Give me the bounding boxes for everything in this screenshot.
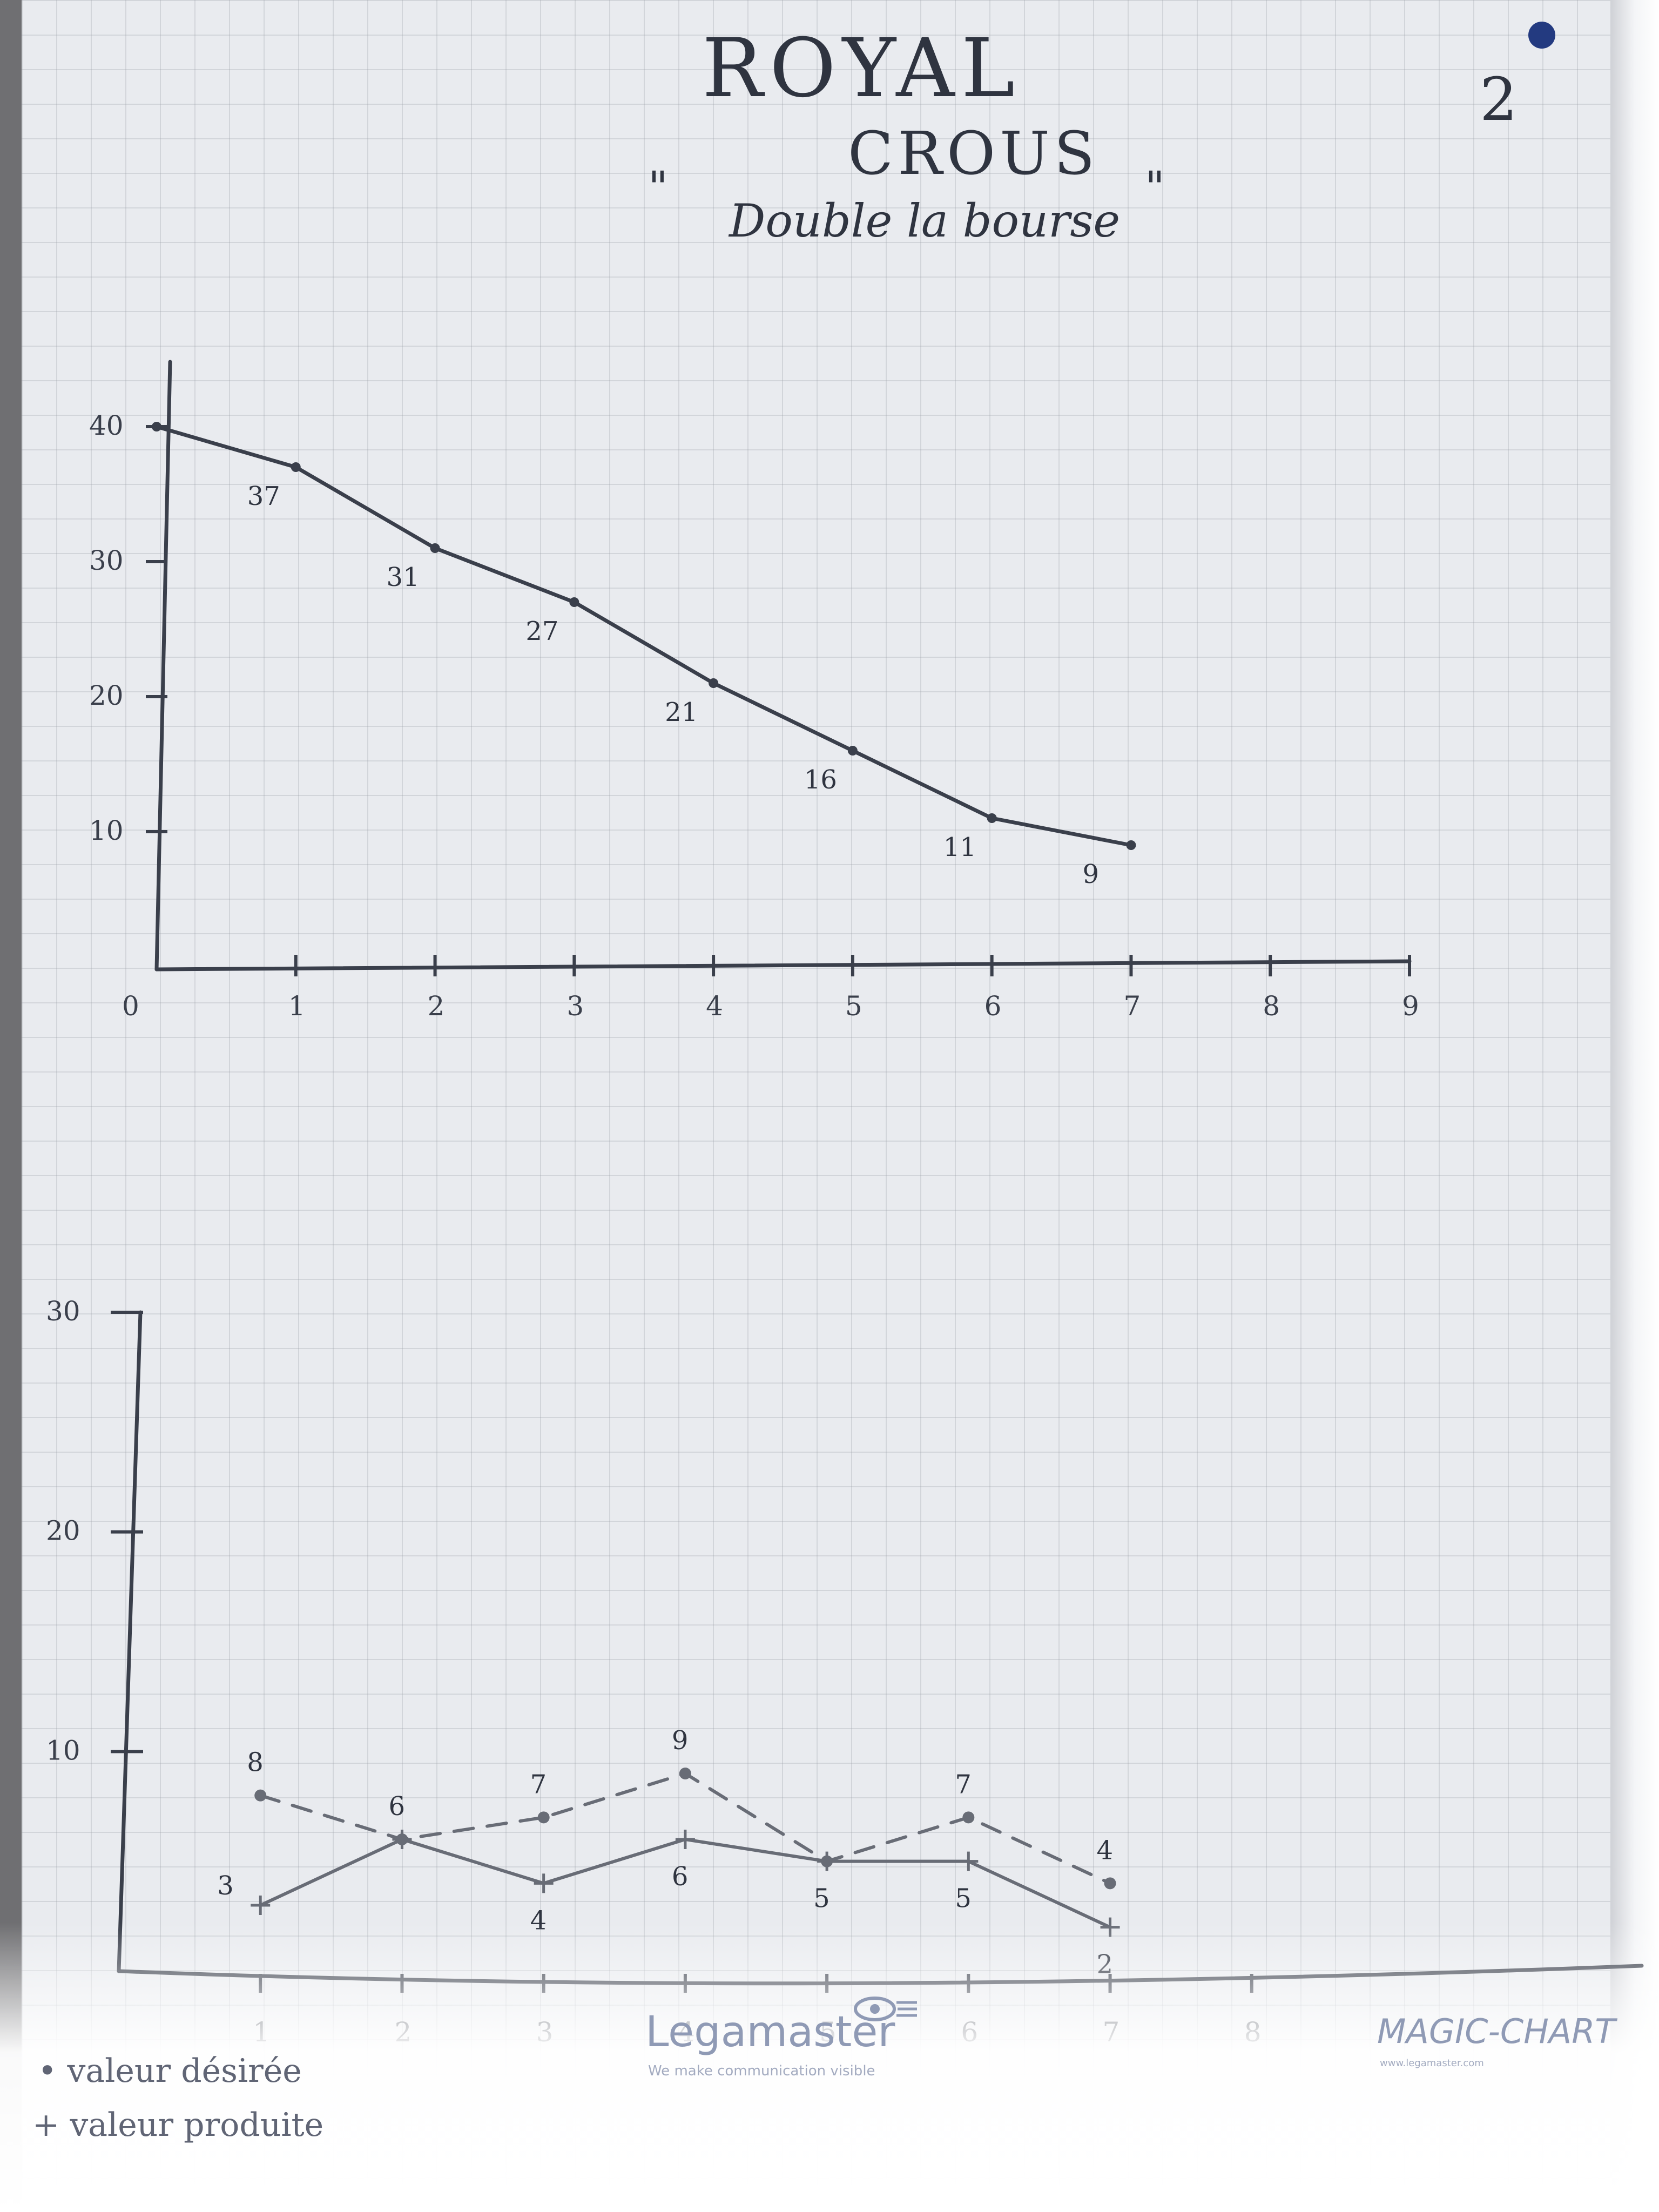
y-tick-label: 40 <box>89 410 124 441</box>
legend-desired: • valeur désirée <box>38 2052 302 2090</box>
x-tick-label: 9 <box>1402 990 1419 1022</box>
x-tick-label: 7 <box>1123 990 1141 1022</box>
desired-label: 8 <box>247 1748 264 1778</box>
desired-label: 6 <box>388 1791 405 1822</box>
desired-point <box>679 1768 691 1779</box>
product-name: MAGIC-CHART <box>1377 2012 1616 2051</box>
data-label: 9 <box>1082 859 1099 889</box>
x-tick-label: 6 <box>961 2017 978 2048</box>
y-tick-label: 10 <box>46 1735 80 1766</box>
y-tick-label: 10 <box>89 815 124 846</box>
produced-point <box>251 1896 271 1915</box>
data-label: 31 <box>387 562 420 592</box>
product-url: www.legamaster.com <box>1380 2058 1484 2069</box>
produced-label: 3 <box>217 1871 234 1901</box>
x-tick-label: 8 <box>1263 990 1280 1022</box>
produced-label: 5 <box>955 1884 972 1914</box>
series-line <box>154 424 1133 847</box>
data-label: 37 <box>247 481 280 511</box>
y-tick-label: 20 <box>46 1515 80 1547</box>
chart-subtitle: CROUS <box>848 119 1100 188</box>
x-tick-label: 6 <box>984 990 1002 1022</box>
x-tick-label: 2 <box>428 990 445 1022</box>
x-tick-label: 5 <box>845 990 862 1022</box>
desired-point <box>537 1811 550 1824</box>
data-label: 11 <box>943 832 976 862</box>
chart-motto: Double la bourse <box>729 194 1121 247</box>
brand-logo-text: Legamaster <box>645 2008 895 2056</box>
y-tick-label: 30 <box>89 545 124 576</box>
desired-point <box>254 1789 267 1802</box>
data-point <box>291 462 301 472</box>
produced-point <box>959 1851 979 1871</box>
sheet-edge <box>1610 0 1659 2212</box>
close-quote: " <box>1145 162 1165 212</box>
x-tick-label: 7 <box>1103 2017 1120 2048</box>
data-point <box>430 543 440 553</box>
data-point <box>847 746 858 756</box>
data-label: 16 <box>804 765 837 795</box>
produced-label: 5 <box>813 1884 830 1914</box>
desired-point <box>1104 1877 1116 1890</box>
desired-point <box>962 1811 975 1824</box>
brand-tagline: We make communication visible <box>648 2063 875 2079</box>
y-axis <box>117 1310 143 1973</box>
data-point <box>569 597 579 607</box>
x-axis <box>117 1964 1644 1986</box>
produced-label: 6 <box>672 1862 689 1892</box>
x-tick-label: 1 <box>253 2017 270 2048</box>
y-tick-label: 30 <box>46 1296 80 1327</box>
desired-label: 4 <box>1097 1835 1114 1865</box>
produced-point <box>392 1830 412 1849</box>
chart-title: ROYAL <box>702 22 1022 116</box>
produced-point <box>534 1873 554 1893</box>
data-label: 21 <box>665 697 698 727</box>
open-quote: " <box>648 162 668 212</box>
legend-produced: + valeur produite <box>32 2106 324 2144</box>
logo-mark-icon <box>1528 22 1555 49</box>
data-point <box>152 422 161 431</box>
data-point <box>1126 840 1136 850</box>
y-tick-label: 20 <box>89 680 124 711</box>
data-label: 27 <box>525 616 558 646</box>
data-point <box>709 678 719 688</box>
data-point <box>987 813 997 823</box>
x-tick-label: 1 <box>288 990 306 1022</box>
desired-label: 9 <box>672 1725 689 1756</box>
burndown-chart: 0 1 2 3 4 5 6 7 8 9 10 20 30 40 37 31 27 21 16 11 9 <box>89 360 1419 1022</box>
flipchart-sheet <box>22 0 1615 2212</box>
x-tick-label: 8 <box>1244 2017 1262 2048</box>
brand-eye-icon <box>854 1997 917 2021</box>
x-axis <box>154 959 1412 972</box>
x-tick-label: 0 <box>122 990 139 1022</box>
produced-point <box>817 1851 837 1871</box>
y-axis <box>154 360 172 972</box>
desired-label: 7 <box>955 1769 972 1799</box>
produced-point <box>675 1830 695 1849</box>
produced-point <box>1100 1917 1120 1937</box>
produced-label: 2 <box>1097 1950 1114 1980</box>
x-tick-label: 3 <box>567 990 584 1022</box>
x-tick-label: 2 <box>394 2017 412 2048</box>
desired-label: 7 <box>530 1769 547 1799</box>
x-tick-label: 3 <box>536 2017 554 2048</box>
produced-label: 4 <box>530 1905 547 1936</box>
page-number: 2 <box>1480 65 1518 134</box>
x-tick-label: 4 <box>706 990 723 1022</box>
